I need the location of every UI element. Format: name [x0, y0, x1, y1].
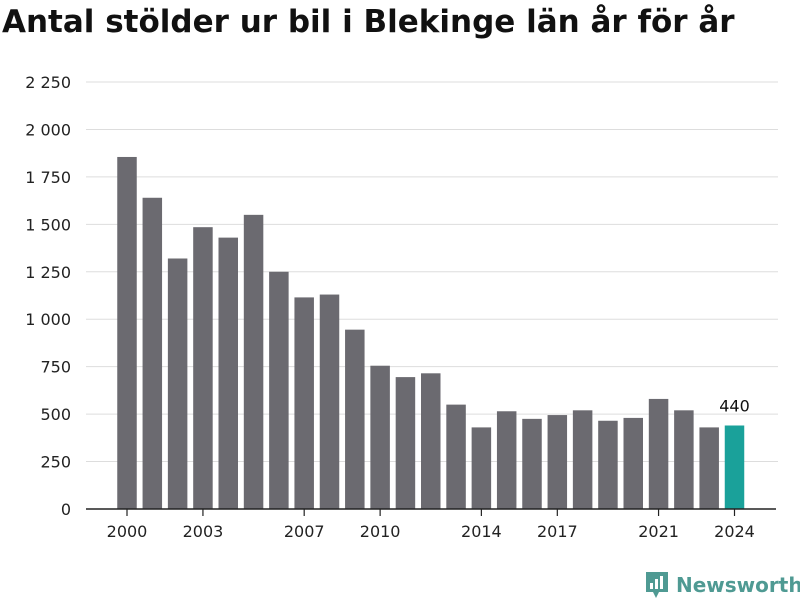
bar-2012	[421, 373, 441, 509]
y-tick-label: 0	[61, 500, 71, 519]
bar-2001	[142, 197, 163, 509]
bar-2017	[547, 415, 568, 509]
y-axis-ticks: 0 250 500 750 1 000 1 250 1 500 1 750 2 000 2 250	[25, 73, 71, 519]
chart-title: Antal stölder ur bil i Blekinge län år f…	[2, 4, 735, 40]
data-labels: 440	[719, 396, 750, 415]
bars	[117, 156, 745, 509]
bar-2011	[395, 377, 416, 509]
x-tick-label: 2000	[107, 522, 148, 541]
bar-2022	[674, 410, 694, 509]
x-tick-label: 2021	[638, 522, 679, 541]
bar-2004	[218, 237, 238, 509]
bar-2014	[471, 427, 492, 509]
bar-2013	[446, 404, 466, 509]
bar-2018	[572, 410, 593, 509]
bar-2015	[496, 411, 517, 509]
y-tick-label: 1 750	[25, 168, 71, 187]
y-tick-label: 2 000	[25, 120, 71, 139]
y-tick-label: 250	[40, 453, 71, 472]
bar-2020	[623, 417, 643, 509]
bar-2024	[724, 425, 745, 509]
bar-2019	[598, 420, 618, 509]
y-tick-label: 1 250	[25, 263, 71, 282]
bar-2007	[294, 297, 314, 509]
x-tick-label: 2003	[183, 522, 224, 541]
bar-2023	[699, 427, 719, 509]
brand-name: Newsworthy	[676, 573, 800, 597]
bar-2009	[345, 329, 365, 509]
bar-2008	[319, 294, 340, 509]
data-label-2024: 440	[719, 396, 750, 415]
x-tick-label: 2017	[537, 522, 578, 541]
y-tick-label: 500	[40, 405, 71, 424]
bar-2005	[243, 214, 264, 509]
bar-2016	[522, 418, 542, 509]
x-tick-label: 2007	[284, 522, 325, 541]
x-tick-label: 2024	[714, 522, 755, 541]
newsworthy-logo-icon	[646, 572, 668, 598]
y-tick-label: 2 250	[25, 73, 71, 92]
x-axis: 2000 2003 2007 2010 2014 2017 2021 2024	[86, 508, 776, 541]
bar-2006	[269, 271, 289, 509]
x-tick-label: 2014	[461, 522, 502, 541]
y-tick-label: 1 000	[25, 310, 71, 329]
bar-2010	[370, 365, 390, 509]
y-tick-label: 1 500	[25, 215, 71, 234]
bar-2002	[167, 258, 188, 509]
brand-logo: Newsworthy	[644, 570, 800, 600]
bar-2000	[117, 156, 137, 509]
bar-2003	[193, 227, 213, 509]
bar-2021	[648, 398, 669, 509]
y-tick-label: 750	[40, 358, 71, 377]
x-tick-label: 2010	[360, 522, 401, 541]
